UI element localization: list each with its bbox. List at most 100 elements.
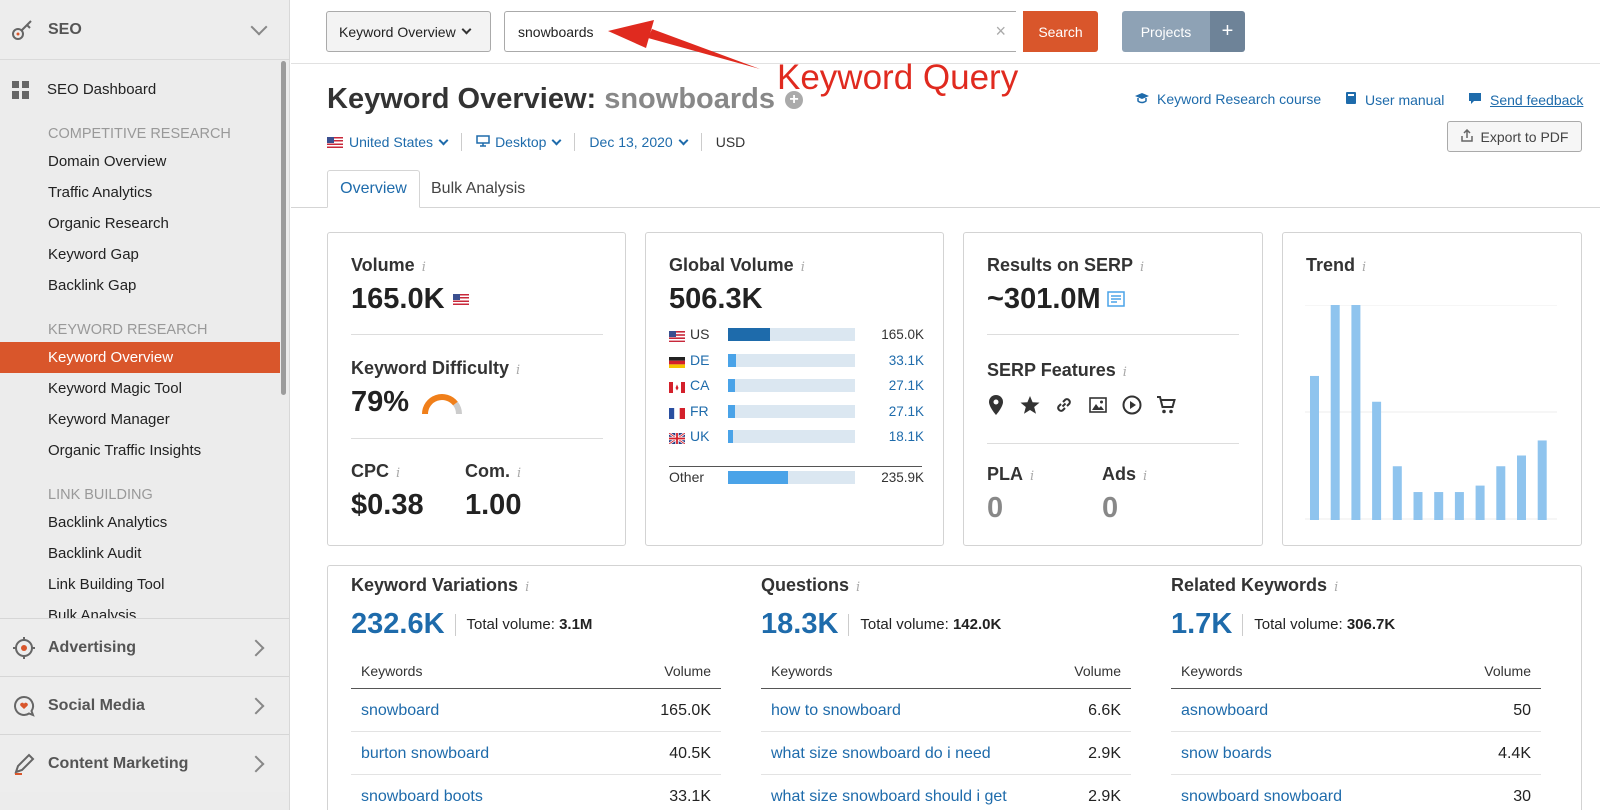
info-icon[interactable]: i [1334,580,1339,595]
sidebar-item-seo-dashboard[interactable]: SEO Dashboard [0,74,289,105]
sidebar-scrollbar[interactable] [281,61,286,395]
sidebar-header-label: SEO [48,20,82,38]
sidebar-item-backlink-audit[interactable]: Backlink Audit [48,545,142,562]
column-summary: 1.7K Total volume: 306.7K [1171,608,1395,641]
sidebar-item-backlink-gap[interactable]: Backlink Gap [48,277,137,294]
map-pin-icon[interactable] [979,395,1013,415]
volume-share-bar [728,353,855,367]
volume-column-header[interactable]: Volume [1074,662,1121,679]
country-code-label: US [690,326,710,342]
keyword-link[interactable]: snow boards [1181,744,1272,762]
keywords-column-header[interactable]: Keywords [361,662,423,679]
sidebar-category-content-marketing[interactable]: Content Marketing [0,734,289,792]
sidebar-item-organic-traffic-insights[interactable]: Organic Traffic Insights [48,442,202,459]
sidebar-item-keyword-gap[interactable]: Keyword Gap [48,246,139,263]
graduation-cap-icon [1135,91,1149,107]
sidebar-item-domain-overview[interactable]: Domain Overview [48,153,167,170]
com-label-row: Com. i [465,461,521,482]
volume-column-header[interactable]: Volume [664,662,711,679]
info-icon[interactable]: i [856,580,861,595]
info-icon[interactable]: i [517,466,522,481]
keyword-column: Keyword Variations i 232.6K Total volume: 3… [351,566,723,810]
global-volume-row[interactable]: FR 27.1K [669,403,924,419]
info-icon[interactable]: i [1362,260,1367,275]
keyword-link[interactable]: snowboard [361,701,440,719]
tab-overview[interactable]: Overview [327,170,420,208]
column-count[interactable]: 18.3K [761,608,839,640]
date-filter[interactable]: Dec 13, 2020 [589,134,689,150]
projects-button[interactable]: Projects [1122,11,1210,52]
country-filter[interactable]: United States [327,134,449,150]
info-icon[interactable]: i [1030,469,1035,484]
device-filter[interactable]: Desktop [476,134,562,150]
sidebar-section-title: KEYWORD RESEARCH [48,322,208,338]
gauge-fill [422,393,458,414]
keyword-link[interactable]: what size snowboard should i get [771,787,1007,805]
info-icon[interactable]: i [1140,260,1145,275]
keyword-research-course-link[interactable]: Keyword Research course [1135,91,1321,107]
info-icon[interactable]: i [1122,365,1127,380]
tab-bulk-analysis[interactable]: Bulk Analysis [431,180,526,197]
sidebar-category-advertising[interactable]: Advertising [0,618,289,676]
total-volume: Total volume: 142.0K [860,616,1001,633]
column-count[interactable]: 232.6K [351,608,445,640]
sidebar-item-bulk-analysis[interactable]: Bulk Analysis [48,607,137,620]
sidebar-item-traffic-analytics[interactable]: Traffic Analytics [48,184,153,201]
link-icon[interactable] [1047,395,1081,415]
keyword-link[interactable]: how to snowboard [771,701,901,719]
search-button[interactable]: Search [1023,11,1098,52]
keywords-column-header[interactable]: Keywords [771,662,833,679]
chat-heart-icon [0,694,48,718]
star-icon[interactable] [1013,395,1047,415]
clear-icon[interactable]: × [995,21,1006,41]
info-icon[interactable]: i [525,580,530,595]
user-manual-link[interactable]: User manual [1345,91,1444,108]
keyword-link[interactable]: snowboard snowboard [1181,787,1342,805]
sidebar-item-label: SEO Dashboard [47,81,157,98]
sidebar-item-keyword-manager[interactable]: Keyword Manager [48,411,170,428]
us-flag-icon [669,329,685,342]
add-circle-icon[interactable]: + [785,91,804,110]
global-volume-row[interactable]: CA 27.1K [669,377,924,393]
image-icon[interactable] [1081,397,1115,413]
sidebar-item-backlink-analytics[interactable]: Backlink Analytics [48,514,168,531]
sidebar-item-keyword-overview[interactable]: Keyword Overview [0,342,280,373]
sidebar-category-social-media[interactable]: Social Media [0,676,289,734]
keyword-volume: 50 [1513,701,1531,719]
keyword-link[interactable]: burton snowboard [361,744,490,762]
info-icon[interactable]: i [396,466,401,481]
info-icon[interactable]: i [1143,469,1148,484]
serp-document-icon[interactable] [1106,283,1125,316]
info-icon[interactable]: i [421,260,426,275]
sidebar-seo-header[interactable]: SEO [0,0,289,60]
top-toolbar: Keyword Overview snowboards × Search Pro… [291,0,1600,64]
chevron-down-icon [438,135,449,145]
sidebar-item-keyword-magic-tool[interactable]: Keyword Magic Tool [48,380,182,397]
keyword-link[interactable]: snowboard boots [361,787,483,805]
country-code-label: FR [690,403,709,419]
add-project-button[interactable]: + [1210,11,1245,52]
total-volume-label: Total volume: [860,616,949,633]
tool-select-dropdown[interactable]: Keyword Overview [326,11,491,52]
volume-column-header[interactable]: Volume [1484,662,1531,679]
video-icon[interactable] [1115,395,1149,415]
difficulty-value: 79% [351,386,410,418]
volume-card: Volume i 165.0K Keyword Difficulty i 79% C… [327,232,626,546]
search-input[interactable]: snowboards × [504,11,1016,52]
sidebar-item-link-building-tool[interactable]: Link Building Tool [48,576,165,593]
shopping-cart-icon[interactable] [1149,395,1183,415]
info-icon[interactable]: i [516,363,521,378]
keyword-link[interactable]: what size snowboard do i need [771,744,991,762]
global-volume-row[interactable]: DE 33.1K [669,352,924,368]
table-header: Keywords Volume [1171,653,1541,689]
keywords-column-header[interactable]: Keywords [1181,662,1243,679]
column-count[interactable]: 1.7K [1171,608,1233,640]
trend-chart [1305,305,1557,520]
global-volume-row[interactable]: UK 18.1K [668,428,924,445]
serp-features-icons [979,395,1183,415]
export-pdf-button[interactable]: Export to PDF [1447,121,1582,152]
sidebar-item-organic-research[interactable]: Organic Research [48,215,169,232]
keyword-link[interactable]: asnowboard [1181,701,1269,719]
info-icon[interactable]: i [800,260,805,275]
send-feedback-link[interactable]: Send feedback [1468,91,1583,108]
